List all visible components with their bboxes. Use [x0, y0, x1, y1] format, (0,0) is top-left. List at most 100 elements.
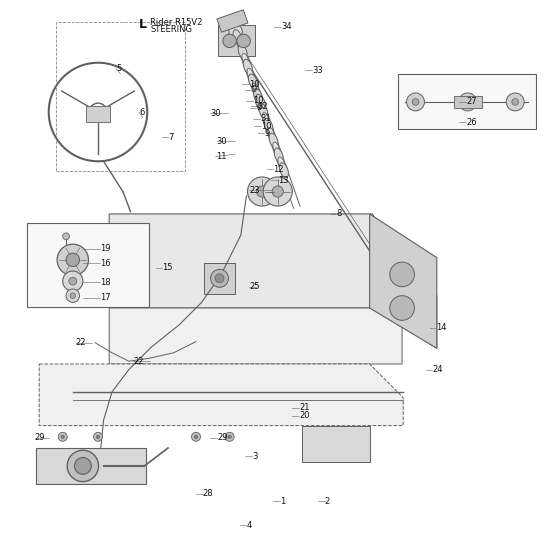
Circle shape [57, 244, 88, 276]
Circle shape [512, 99, 519, 105]
Text: 11: 11 [216, 152, 226, 161]
Text: 22: 22 [133, 357, 144, 366]
Text: 30: 30 [217, 137, 227, 146]
Circle shape [58, 432, 67, 441]
Text: 9: 9 [256, 103, 262, 112]
Bar [398, 74, 536, 129]
Ellipse shape [278, 157, 284, 169]
Circle shape [211, 269, 228, 287]
Circle shape [74, 458, 91, 474]
Circle shape [69, 277, 77, 285]
Text: 28: 28 [203, 489, 213, 498]
Text: 7: 7 [168, 133, 174, 142]
Circle shape [263, 177, 292, 206]
Text: 21: 21 [299, 403, 310, 412]
Circle shape [66, 289, 80, 302]
Ellipse shape [268, 127, 274, 139]
Polygon shape [370, 214, 437, 348]
Text: 31: 31 [260, 114, 270, 123]
Circle shape [228, 435, 231, 438]
Text: 6: 6 [139, 108, 144, 116]
Ellipse shape [238, 44, 247, 59]
Text: 16: 16 [100, 259, 110, 268]
Text: 30: 30 [210, 109, 221, 118]
Bar [454, 96, 482, 108]
Circle shape [506, 93, 524, 111]
Polygon shape [36, 448, 146, 484]
Text: 25: 25 [249, 282, 260, 291]
Text: 13: 13 [278, 176, 288, 185]
Circle shape [67, 450, 99, 482]
Text: 12: 12 [273, 165, 284, 174]
Text: 33: 33 [312, 66, 323, 74]
Text: 20: 20 [299, 411, 310, 420]
Text: 8: 8 [336, 209, 342, 218]
Text: 10: 10 [249, 80, 259, 88]
Polygon shape [39, 364, 403, 426]
Text: 3: 3 [252, 452, 258, 461]
Circle shape [225, 432, 234, 441]
Polygon shape [302, 426, 370, 462]
Circle shape [390, 262, 414, 287]
Ellipse shape [264, 118, 273, 133]
Circle shape [223, 34, 236, 48]
Text: STEERING: STEERING [150, 25, 192, 34]
Text: 10: 10 [261, 122, 272, 130]
Text: 22: 22 [76, 338, 86, 347]
Circle shape [272, 186, 283, 197]
Circle shape [61, 435, 64, 438]
Circle shape [459, 93, 477, 111]
Text: 9: 9 [264, 129, 269, 138]
Circle shape [215, 274, 224, 283]
Ellipse shape [263, 113, 269, 124]
Circle shape [237, 34, 250, 48]
Circle shape [194, 435, 198, 438]
Circle shape [229, 25, 242, 39]
Ellipse shape [279, 163, 288, 178]
Polygon shape [109, 308, 402, 364]
Bar [27, 223, 149, 307]
Ellipse shape [233, 30, 242, 45]
Circle shape [256, 186, 268, 197]
Circle shape [94, 432, 102, 441]
Polygon shape [109, 214, 437, 348]
Circle shape [66, 253, 80, 267]
Circle shape [63, 233, 69, 240]
Ellipse shape [252, 83, 259, 95]
Bar [217, 10, 248, 32]
Text: 29: 29 [217, 433, 228, 442]
Text: 19: 19 [100, 244, 110, 253]
Circle shape [70, 293, 76, 298]
Ellipse shape [242, 53, 249, 66]
Text: 14: 14 [436, 323, 446, 332]
Ellipse shape [255, 94, 266, 113]
Text: 24: 24 [432, 365, 443, 374]
Text: 9: 9 [252, 85, 257, 94]
Text: L: L [139, 18, 147, 31]
Ellipse shape [247, 68, 254, 80]
Circle shape [407, 93, 424, 111]
Ellipse shape [269, 133, 278, 148]
Circle shape [248, 177, 277, 206]
Text: 18: 18 [100, 278, 110, 287]
Circle shape [412, 99, 419, 105]
Text: 34: 34 [281, 22, 292, 31]
Bar [86, 106, 110, 122]
Ellipse shape [274, 148, 283, 163]
Circle shape [63, 271, 83, 291]
Polygon shape [218, 25, 255, 56]
Circle shape [192, 432, 200, 441]
Text: 1: 1 [280, 497, 285, 506]
Text: 10: 10 [253, 96, 264, 105]
Text: 29: 29 [35, 433, 45, 442]
Text: 5: 5 [116, 64, 121, 73]
Ellipse shape [259, 104, 268, 119]
Text: 15: 15 [162, 263, 173, 272]
Text: 2: 2 [325, 497, 330, 506]
Circle shape [390, 296, 414, 320]
Ellipse shape [254, 89, 263, 104]
Text: 32: 32 [258, 102, 268, 111]
Ellipse shape [237, 39, 244, 50]
Circle shape [464, 99, 471, 105]
Text: 23: 23 [249, 186, 260, 195]
